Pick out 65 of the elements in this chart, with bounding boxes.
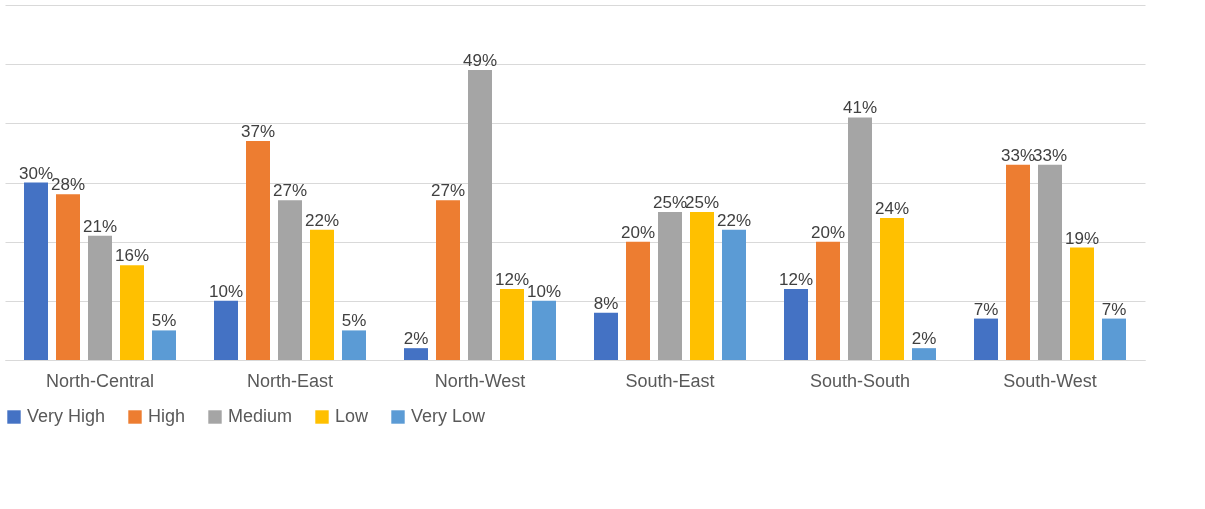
bar: [722, 229, 746, 360]
bar: [500, 289, 524, 360]
bar: [56, 194, 80, 360]
data-label: 22%: [716, 210, 752, 230]
bar: [246, 141, 270, 360]
bar: [690, 212, 714, 360]
bar: [1038, 164, 1062, 360]
data-label: 22%: [304, 210, 340, 230]
bar: [278, 200, 302, 360]
data-label: 27%: [272, 181, 308, 201]
bar: [880, 218, 904, 360]
data-label: 20%: [620, 222, 656, 242]
bar: [1006, 164, 1030, 360]
bar: [594, 312, 618, 360]
bar: [912, 348, 936, 360]
bar: [24, 182, 48, 360]
bar: [468, 70, 492, 360]
data-label: 37%: [240, 122, 276, 142]
bar: [152, 330, 176, 360]
data-label: 8%: [593, 293, 619, 313]
data-label: 33%: [1000, 145, 1036, 165]
data-label: 16%: [114, 246, 150, 266]
data-label: 7%: [1101, 299, 1127, 319]
data-label: 21%: [82, 216, 118, 236]
bar: [1102, 318, 1126, 360]
legend-label: High: [148, 406, 186, 426]
data-label: 2%: [403, 329, 429, 349]
bar: [816, 241, 840, 360]
bar: [342, 330, 366, 360]
data-label: 10%: [208, 281, 244, 301]
bar: [974, 318, 998, 360]
data-label: 5%: [151, 311, 177, 331]
x-tick-label: South-West: [1003, 370, 1097, 391]
legend-label: Very Low: [411, 406, 487, 426]
bar: [1070, 247, 1094, 360]
data-label: 7%: [973, 299, 999, 319]
bar: [436, 200, 460, 360]
bar: [120, 265, 144, 360]
x-tick-label: South-South: [809, 370, 911, 391]
bar: [404, 348, 428, 360]
legend-label: Very High: [27, 406, 106, 426]
bar: [88, 235, 112, 360]
bar: [658, 212, 682, 360]
data-label: 2%: [911, 329, 937, 349]
data-label: 20%: [810, 222, 846, 242]
data-label: 19%: [1064, 228, 1100, 248]
x-tick-label: North-West: [434, 370, 526, 391]
data-label: 5%: [341, 311, 367, 331]
legend-label: Low: [335, 406, 370, 426]
bar: [532, 300, 556, 360]
legend-label: Medium: [228, 406, 293, 426]
data-label: 27%: [430, 181, 466, 201]
x-tick-label: South-East: [625, 370, 715, 391]
data-label: 24%: [874, 199, 910, 218]
data-label: 49%: [462, 51, 498, 71]
bar: [626, 241, 650, 360]
bar: [784, 289, 808, 360]
data-label: 12%: [778, 270, 814, 289]
bar: [310, 229, 334, 360]
data-label: 41%: [842, 98, 878, 118]
bar: [214, 300, 238, 360]
x-tick-label: North-East: [246, 370, 334, 391]
x-tick-label: North-Central: [45, 370, 155, 391]
data-label: 25%: [652, 193, 688, 213]
bar: [848, 117, 872, 360]
